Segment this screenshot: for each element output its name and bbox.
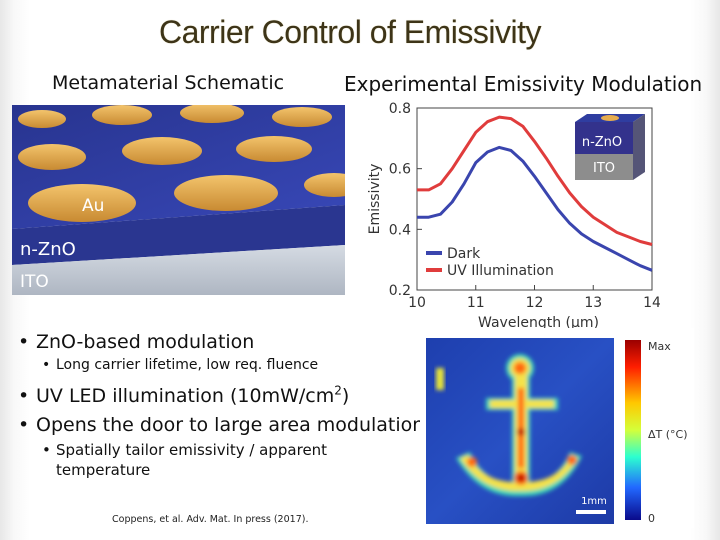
bullet-1: • ZnO-based modulation bbox=[18, 331, 254, 353]
heat-blob bbox=[456, 452, 582, 497]
gold-disk bbox=[304, 173, 345, 197]
x-tick-label: 11 bbox=[467, 295, 485, 311]
x-tick-label: 12 bbox=[526, 295, 544, 311]
y-tick-label: 0.6 bbox=[389, 162, 411, 178]
bullet-1-sub-1: • Long carrier lifetime, low req. fluence bbox=[42, 357, 318, 373]
x-tick-label: 14 bbox=[643, 295, 660, 311]
bullet-2: • UV LED illumination (10mW/cm2) bbox=[18, 384, 349, 407]
bullet-3: • Opens the door to large area modulation bbox=[18, 414, 424, 436]
gold-disk bbox=[122, 137, 202, 165]
heat-blob bbox=[517, 428, 525, 436]
gold-disk bbox=[174, 175, 278, 211]
citation: Coppens, et al. Adv. Mat. In press (2017… bbox=[112, 514, 309, 525]
label-ito: ITO bbox=[20, 272, 49, 292]
gold-disk-array bbox=[18, 105, 345, 222]
gold-disk bbox=[92, 105, 152, 125]
y-tick-label: 0.2 bbox=[389, 283, 411, 299]
colorbar bbox=[625, 340, 641, 520]
scale-bar-label: 1mm bbox=[581, 496, 607, 507]
bullet-dot: • bbox=[42, 441, 51, 459]
bullet-dot: • bbox=[42, 357, 51, 373]
inset-ito-layer bbox=[575, 154, 633, 180]
colorbar-min-label: 0 bbox=[648, 512, 655, 525]
slide-title: Carrier Control of Emissivity bbox=[158, 14, 542, 50]
plot-area: 10 11 12 13 14 0.2 0.4 0.6 0.8 Wavelength (μm) Emi… bbox=[367, 101, 660, 331]
emissivity-chart: 10 11 12 13 14 0.2 0.4 0.6 0.8 Wavelength (μm) Emi… bbox=[360, 98, 660, 334]
gold-disk bbox=[272, 107, 332, 127]
gold-disk bbox=[18, 110, 66, 128]
bullet-3-text: Opens the door to large area modulation bbox=[36, 414, 425, 436]
x-axis-label: Wavelength (μm) bbox=[478, 315, 599, 331]
bullet-1-sub-1-text: Long carrier lifetime, low req. fluence bbox=[56, 357, 319, 373]
bullet-dot: • bbox=[18, 414, 30, 436]
heat-blob bbox=[460, 455, 578, 492]
gold-disk bbox=[180, 105, 244, 123]
subtitle-right: Experimental Emissivity Modulation bbox=[344, 72, 703, 96]
gold-disk bbox=[18, 144, 86, 170]
y-axis-label: Emissivity bbox=[367, 164, 383, 235]
gold-disk bbox=[236, 136, 312, 162]
inset-device: n-ZnO ITO bbox=[575, 114, 645, 180]
y-tick-label: 0.4 bbox=[389, 222, 411, 238]
legend-label: Dark bbox=[447, 246, 481, 262]
inset-gold-disk bbox=[601, 115, 619, 121]
gold-disk bbox=[28, 184, 136, 222]
y-tick-label: 0.8 bbox=[389, 101, 411, 117]
label-n-zno: n-ZnO bbox=[20, 239, 76, 260]
metamaterial-schematic: Au n-ZnO ITO bbox=[12, 105, 345, 295]
colorbar-max-label: Max bbox=[648, 340, 671, 353]
bullet-dot: • bbox=[18, 331, 30, 353]
ito-layer-side bbox=[12, 245, 345, 295]
bullet-3-sub-1-line-2: temperature bbox=[56, 461, 151, 479]
bullet-3-sub-1-line-1: Spatially tailor emissivity / apparent bbox=[56, 441, 328, 459]
heat-blob bbox=[514, 362, 526, 374]
bullet-2-text: UV LED illumination (10mW/cm2) bbox=[36, 384, 350, 408]
bullet-3-sub-1: • Spatially tailor emissivity / apparent … bbox=[42, 440, 327, 480]
heat-blob bbox=[567, 455, 577, 465]
inset-label-zno: n-ZnO bbox=[582, 135, 622, 150]
inset-side-face bbox=[633, 114, 645, 180]
label-au: Au bbox=[82, 196, 104, 216]
inset-zno-layer bbox=[575, 122, 633, 154]
x-tick-label: 10 bbox=[408, 295, 426, 311]
series-line-dark bbox=[417, 145, 653, 272]
subtitle-left: Metamaterial Schematic bbox=[52, 72, 285, 94]
scale-bar bbox=[576, 510, 606, 514]
legend-label: UV Illumination bbox=[447, 263, 554, 279]
thermal-map: 1mm Max ΔT (°C) 0 bbox=[420, 328, 694, 528]
inset-label-ito: ITO bbox=[593, 161, 615, 176]
series-line-uv-illumination bbox=[417, 115, 653, 246]
heat-blob bbox=[467, 457, 477, 467]
x-tick-label: 13 bbox=[584, 295, 602, 311]
heat-blob bbox=[436, 368, 444, 390]
bullet-dot: • bbox=[18, 385, 30, 408]
anchor-heat-pattern bbox=[456, 354, 582, 497]
colorbar-title: ΔT (°C) bbox=[648, 428, 688, 441]
bullet-1-text: ZnO-based modulation bbox=[36, 331, 255, 353]
heat-blob bbox=[517, 474, 525, 482]
